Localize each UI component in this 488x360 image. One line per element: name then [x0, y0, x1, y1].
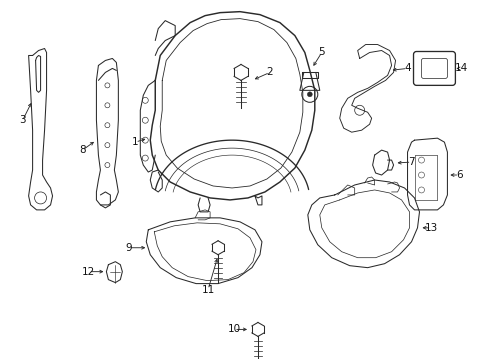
Text: 11: 11: [201, 284, 214, 294]
Text: 1: 1: [132, 137, 138, 147]
Circle shape: [306, 92, 312, 97]
Text: 7: 7: [407, 157, 414, 167]
Text: 14: 14: [454, 63, 467, 73]
Text: 3: 3: [20, 115, 26, 125]
Text: 12: 12: [81, 267, 95, 276]
Text: 6: 6: [455, 170, 462, 180]
Text: 9: 9: [125, 243, 131, 253]
Text: 10: 10: [227, 324, 240, 334]
Text: 13: 13: [424, 223, 437, 233]
Text: 4: 4: [404, 63, 410, 73]
Text: 8: 8: [79, 145, 85, 155]
Text: 2: 2: [266, 67, 273, 77]
Text: 5: 5: [318, 48, 325, 58]
